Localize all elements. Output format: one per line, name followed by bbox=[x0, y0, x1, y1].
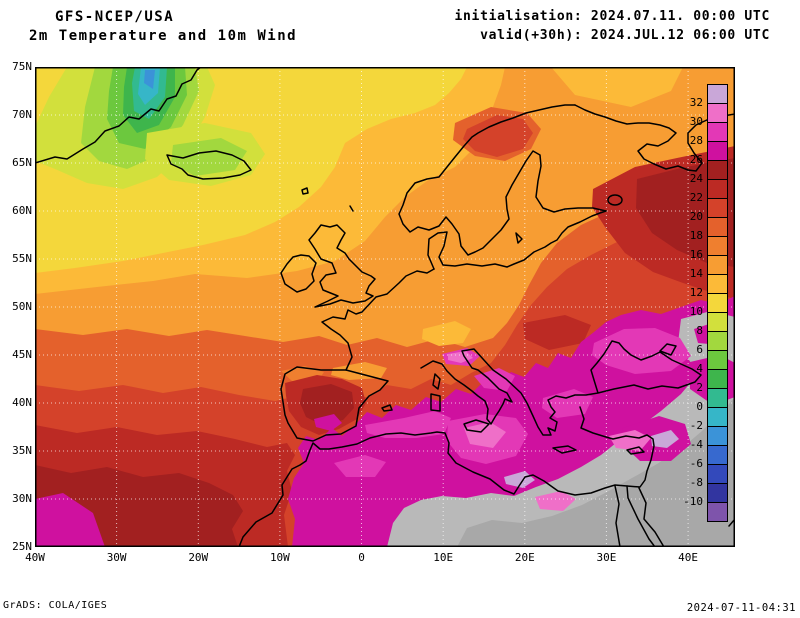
lat-tick-label: 35N bbox=[12, 444, 32, 457]
lat-tick-label: 40N bbox=[12, 396, 32, 409]
temperature-shading bbox=[35, 67, 735, 547]
colorbar-cell bbox=[707, 331, 728, 351]
lat-tick-label: 50N bbox=[12, 300, 32, 313]
colorbar-tick-label: 10 bbox=[689, 305, 703, 318]
lat-tick-label: 30N bbox=[12, 492, 32, 505]
lon-tick-label: 0 bbox=[358, 551, 365, 564]
colorbar-cell bbox=[707, 312, 728, 332]
colorbar-tick-label: -2 bbox=[689, 419, 703, 432]
colorbar-tick-label: -8 bbox=[689, 476, 703, 489]
lat-tick-label: 55N bbox=[12, 252, 32, 265]
colorbar-cell bbox=[707, 464, 728, 484]
colorbar-tick-label: 8 bbox=[696, 324, 703, 337]
colorbar-cell bbox=[707, 483, 728, 503]
lon-tick-label: 30E bbox=[596, 551, 617, 564]
product-title: 2m Temperature and 10m Wind bbox=[29, 28, 298, 44]
grid-lines bbox=[35, 67, 735, 547]
colorbar-cell bbox=[707, 369, 728, 389]
colorbar-tick-label: 18 bbox=[689, 229, 703, 242]
lon-tick-label: 40W bbox=[25, 551, 45, 564]
init-time: initialisation: 2024.07.11. 00:00 UTC bbox=[454, 9, 770, 24]
colorbar-tick-label: 16 bbox=[689, 248, 703, 261]
coastlines bbox=[35, 67, 735, 547]
colorbar-tick-label: -6 bbox=[689, 457, 703, 470]
colorbar: 32 30 28 26 24 22 20 18 16 14 12 10 8 6 4 2 0 -2 -4 -6 -8 -10 bbox=[657, 84, 729, 524]
lat-tick-label: 65N bbox=[12, 156, 32, 169]
colorbar-tick-label: 22 bbox=[689, 191, 703, 204]
lon-tick-label: 10E bbox=[433, 551, 454, 564]
colorbar-tick-label: 24 bbox=[689, 172, 703, 185]
colorbar-tick-label: 20 bbox=[689, 210, 703, 223]
model-title: GFS-NCEP/USA bbox=[55, 9, 175, 25]
colorbar-tick-label: 32 bbox=[689, 96, 703, 109]
colorbar-cell bbox=[707, 103, 728, 123]
colorbar-cell bbox=[707, 217, 728, 237]
colorbar-cell bbox=[707, 236, 728, 256]
lat-tick-label: 45N bbox=[12, 348, 32, 361]
colorbar-cell bbox=[707, 84, 728, 104]
colorbar-cell bbox=[707, 198, 728, 218]
lon-tick-label: 10W bbox=[269, 551, 290, 564]
colorbar-tick-label: 2 bbox=[696, 381, 703, 394]
colorbar-cell bbox=[707, 388, 728, 408]
colorbar-tick-label: 14 bbox=[689, 267, 703, 280]
colorbar-tick-label: 12 bbox=[689, 286, 703, 299]
lon-tick-label: 30W bbox=[106, 551, 127, 564]
colorbar-cell bbox=[707, 293, 728, 313]
colorbar-cell bbox=[707, 179, 728, 199]
colorbar-tick-label: -4 bbox=[689, 438, 703, 451]
lon-tick-label: 20W bbox=[188, 551, 209, 564]
lon-tick-label: 40E bbox=[678, 551, 698, 564]
colorbar-tick-label: 4 bbox=[696, 362, 703, 375]
valid-time: valid(+30h): 2024.JUL.12 06:00 UTC bbox=[480, 28, 770, 43]
colorbar-cell bbox=[707, 274, 728, 294]
lat-tick-label: 25N bbox=[12, 540, 32, 553]
temperature-field-map bbox=[35, 67, 735, 547]
colorbar-cell bbox=[707, 426, 728, 446]
colorbar-cell bbox=[707, 141, 728, 161]
colorbar-cell bbox=[707, 122, 728, 142]
colorbar-cell bbox=[707, 502, 728, 522]
colorbar-tick-label: 0 bbox=[696, 400, 703, 413]
colorbar-tick-label: 6 bbox=[696, 343, 703, 356]
colorbar-cell bbox=[707, 255, 728, 275]
lat-tick-label: 70N bbox=[12, 108, 32, 121]
map-border bbox=[35, 67, 735, 547]
colorbar-cell bbox=[707, 407, 728, 427]
colorbar-tick-label: 26 bbox=[689, 153, 703, 166]
grads-credit: GrADS: COLA/IGES bbox=[3, 600, 108, 611]
colorbar-cell bbox=[707, 160, 728, 180]
map-frame bbox=[35, 67, 735, 547]
colorbar-tick-label: 30 bbox=[689, 115, 703, 128]
colorbar-cell bbox=[707, 445, 728, 465]
colorbar-cell bbox=[707, 350, 728, 370]
generation-timestamp: 2024-07-11-04:31 bbox=[686, 602, 796, 614]
colorbar-tick-label: 28 bbox=[689, 134, 703, 147]
colorbar-tick-label: -10 bbox=[683, 495, 703, 508]
lat-tick-label: 75N bbox=[12, 60, 32, 73]
lon-tick-label: 20E bbox=[514, 551, 535, 564]
lat-tick-label: 60N bbox=[12, 204, 32, 217]
